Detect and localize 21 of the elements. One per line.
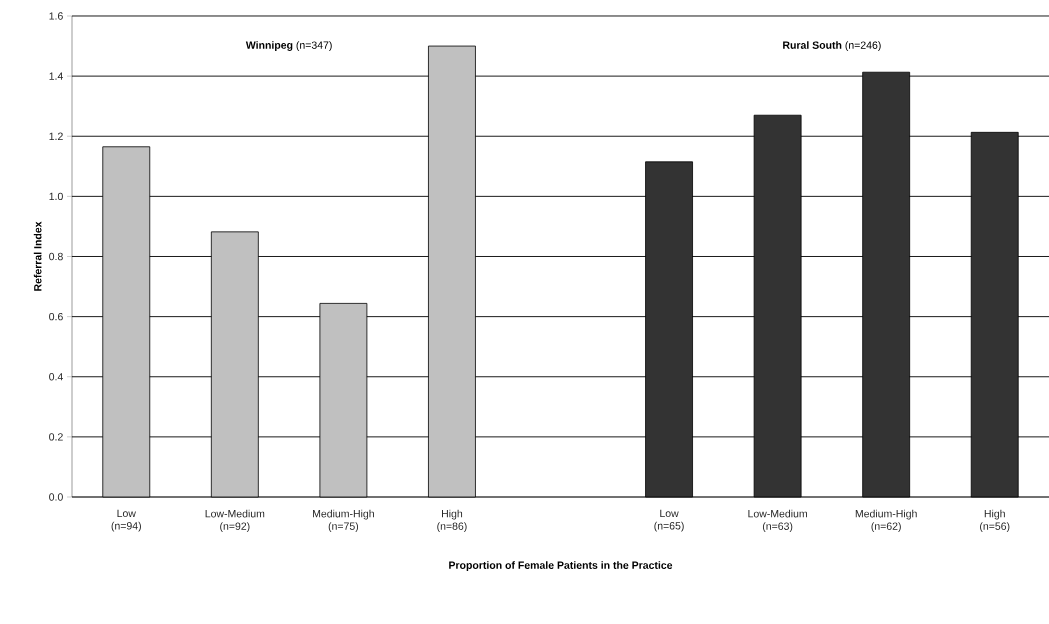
x-tick-label: Medium-High (n=62) bbox=[855, 509, 917, 532]
x-tick-label: Low (n=65) bbox=[654, 509, 684, 532]
x-tick-label: Low (n=94) bbox=[111, 509, 141, 532]
y-tick-label: 0.4 bbox=[49, 373, 63, 381]
x-tick-label: Medium-High (n=75) bbox=[313, 509, 374, 532]
x-axis-title: Proportion of Female Patients in the Practice bbox=[449, 561, 673, 571]
x-tick-label: Low-Medium (n=63) bbox=[748, 509, 807, 532]
y-tick-label: 1.6 bbox=[49, 12, 63, 20]
x-tick-label: High (n=86) bbox=[437, 509, 467, 532]
y-axis-title: Referral Index bbox=[33, 221, 42, 291]
x-tick-label: High (n=56) bbox=[980, 509, 1010, 532]
y-tick-label: 1.2 bbox=[49, 132, 63, 140]
y-tick-label: 1.0 bbox=[49, 192, 63, 201]
y-tick-label: 0.6 bbox=[49, 312, 63, 321]
annotation: Rural South (n=246) bbox=[783, 41, 881, 51]
x-tick-label: Low-Medium (n=92) bbox=[205, 509, 265, 532]
annotation: Winnipeg (n=347) bbox=[245, 41, 332, 51]
y-tick-label: 1.4 bbox=[49, 72, 63, 80]
y-tick-label: 0.8 bbox=[49, 252, 63, 261]
y-tick-label: 0.2 bbox=[49, 433, 63, 441]
y-tick-label: 0.0 bbox=[49, 493, 63, 501]
